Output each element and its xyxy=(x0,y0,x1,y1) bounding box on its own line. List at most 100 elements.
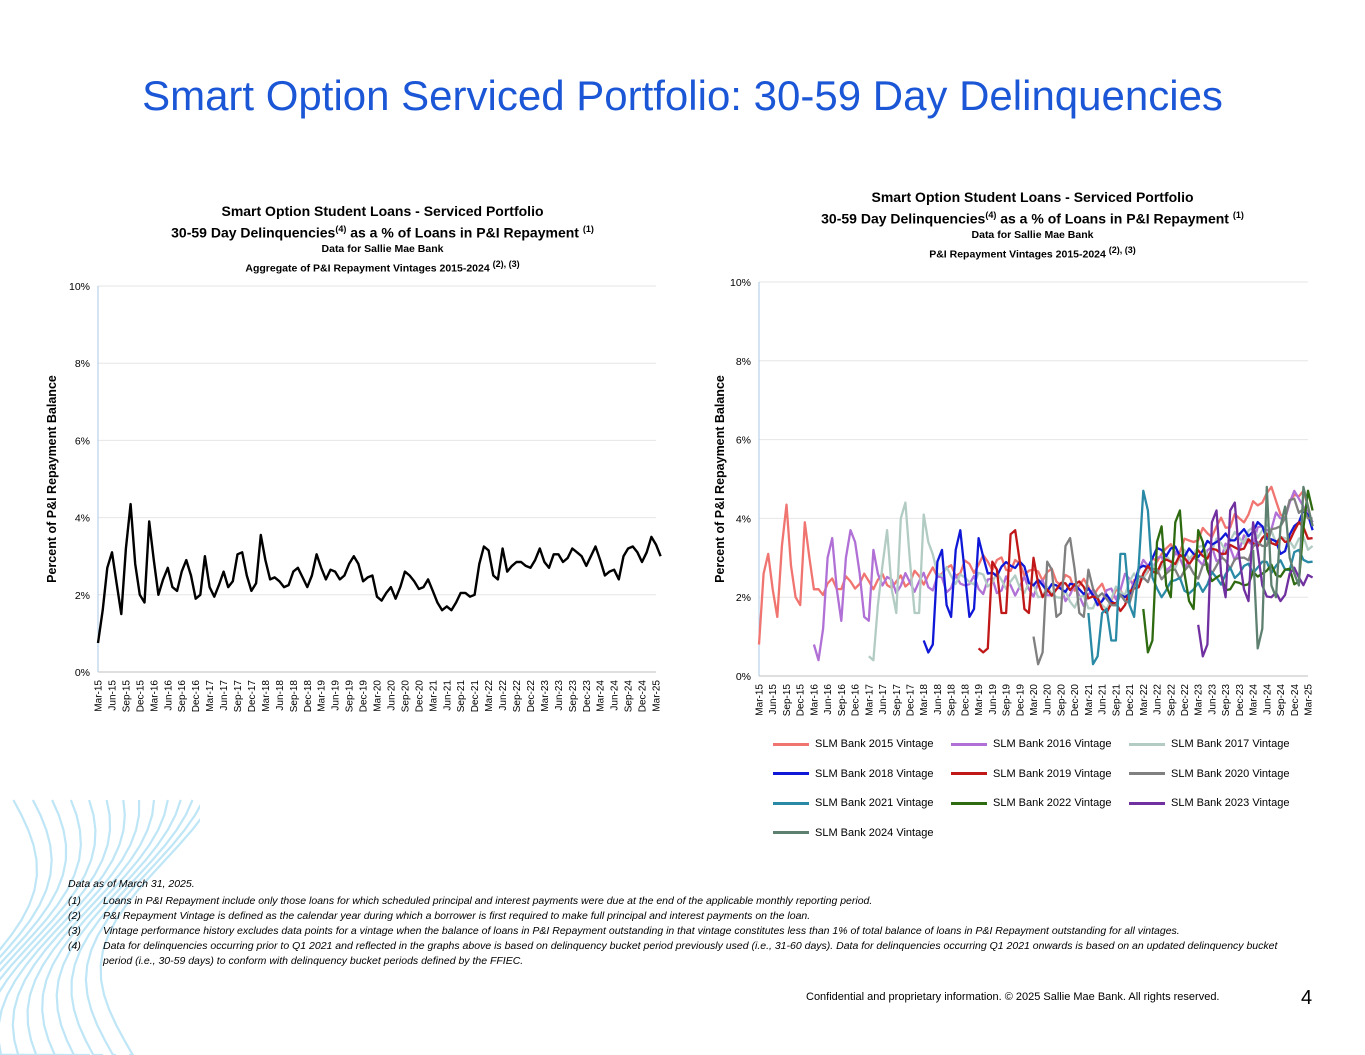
right-x-tick-label: Mar-25 xyxy=(1304,684,1315,716)
legend-item: SLM Bank 2020 Vintage xyxy=(1129,768,1289,780)
right-line-chart: 0%2%4%6%8%10%Mar-15 Jun-15 Sep-15 Dec-15 Mar… xyxy=(713,277,1315,717)
legend-label: SLM Bank 2024 Vintage xyxy=(815,826,934,839)
right-series-line-slm-bank-2021-vintage xyxy=(1087,489,1313,666)
legend-label: SLM Bank 2015 Vintage xyxy=(815,738,934,750)
left-chart-title-line1: Smart Option Student Loans - Serviced Po… xyxy=(221,203,544,219)
right-x-tick-label: Dec-16 xyxy=(851,684,862,717)
left-x-tick-label: Dec-15 xyxy=(135,680,146,713)
right-title-line2-mid: as a % of Loans in P&I Repayment xyxy=(996,210,1233,227)
left-line-chart: 0%2%4%6%8%10%Mar-15 Jun-15 Sep-15 Dec-15 Mar… xyxy=(45,281,663,713)
legend-label: SLM Bank 2021 Vintage xyxy=(815,797,934,809)
right-y-tick-label: 6% xyxy=(736,435,751,447)
legend-label: SLM Bank 2019 Vintage xyxy=(993,767,1112,780)
left-title-sup4: (4) xyxy=(335,224,347,234)
right-x-tick-label: Jun-22 xyxy=(1153,684,1164,715)
footnote-asof: Data as of March 31, 2025. xyxy=(68,878,195,890)
legend-item: SLM Bank 2019 Vintage xyxy=(951,768,1111,780)
left-y-tick-label: 6% xyxy=(75,435,90,447)
left-x-tick-label: Mar-25 xyxy=(652,680,663,712)
legend-label: SLM Bank 2020 Vintage xyxy=(1171,767,1290,780)
decorative-wave-line xyxy=(99,817,200,1055)
legend-swatch xyxy=(773,742,809,746)
left-x-tick-label: Mar-17 xyxy=(205,680,216,712)
right-x-tick-label: Dec-23 xyxy=(1235,684,1246,717)
left-x-tick-label: Mar-22 xyxy=(484,680,495,712)
right-x-tick-label: Sep-20 xyxy=(1056,684,1067,717)
left-y-tick-label: 0% xyxy=(75,667,90,679)
left-x-tick-label: Jun-16 xyxy=(163,680,174,711)
left-x-tick-label: Jun-19 xyxy=(331,680,342,711)
footnote-text: Loans in P&I Repayment include only thos… xyxy=(103,895,873,907)
legend-item: SLM Bank 2016 Vintage xyxy=(951,738,1111,750)
left-chart-title-line3: Data for Sallie Mae Bank xyxy=(321,242,444,255)
legend-swatch xyxy=(773,831,809,834)
right-title-line4-text: P&I Repayment Vintages 2015-2024 xyxy=(929,248,1109,261)
decorative-wave-line xyxy=(70,799,194,1055)
left-x-tick-label: Dec-16 xyxy=(191,680,202,713)
right-x-tick-label: Sep-19 xyxy=(1002,684,1013,717)
right-x-tick-label: Jun-21 xyxy=(1098,684,1109,715)
legend-item: SLM Bank 2015 Vintage xyxy=(773,738,933,750)
right-y-tick-label: 4% xyxy=(736,513,751,525)
left-x-tick-label: Jun-21 xyxy=(442,680,453,711)
legend-swatch xyxy=(773,772,809,775)
right-x-tick-label: Jun-20 xyxy=(1043,684,1054,715)
footnote-text: Data for delinquencies occurring prior t… xyxy=(103,940,1278,967)
right-series-line-slm-bank-2024-vintage xyxy=(1251,485,1314,650)
left-x-tick-label: Jun-23 xyxy=(554,680,565,711)
decorative-wave-line xyxy=(0,799,53,959)
legend-item: SLM Bank 2018 Vintage xyxy=(773,768,933,780)
right-x-tick-label: Mar-18 xyxy=(919,684,930,716)
left-x-tick-label: Dec-21 xyxy=(470,680,481,713)
decorative-wave-line xyxy=(55,799,182,1055)
right-chart-title-line4: P&I Repayment Vintages 2015-2024 (2), (3… xyxy=(730,243,1335,263)
right-x-tick-label: Jun-16 xyxy=(823,684,834,715)
left-x-tick-label: Sep-18 xyxy=(289,680,300,713)
right-title-sup4: (4) xyxy=(985,210,997,220)
right-x-tick-label: Dec-15 xyxy=(796,684,807,717)
right-x-tick-label: Jun-19 xyxy=(988,684,999,715)
left-x-tick-label: Mar-19 xyxy=(317,680,328,712)
left-y-tick-label: 4% xyxy=(75,513,90,525)
right-x-tick-label: Dec-18 xyxy=(960,684,971,717)
right-x-tick-label: Mar-17 xyxy=(864,684,875,716)
right-x-tick-label: Sep-24 xyxy=(1276,684,1287,717)
footnote-item: (3) Vintage performance history excludes … xyxy=(68,924,1308,939)
left-x-tick-label: Mar-18 xyxy=(261,680,272,712)
right-x-tick-label: Sep-17 xyxy=(892,684,903,717)
legend-swatch xyxy=(1129,772,1165,775)
right-x-tick-label: Sep-15 xyxy=(782,684,793,717)
left-x-tick-label: Dec-17 xyxy=(247,680,258,713)
right-x-tick-label: Dec-24 xyxy=(1290,684,1301,717)
decorative-wave-line xyxy=(0,799,83,973)
page-number: 4 xyxy=(1301,987,1313,1009)
left-title-sup1: (1) xyxy=(582,224,594,234)
right-chart-title-line2: 30-59 Day Delinquencies(4) as a % of Loa… xyxy=(730,206,1335,228)
legend-item: SLM Bank 2024 Vintage xyxy=(773,827,933,839)
left-x-tick-label: Sep-20 xyxy=(400,680,411,713)
left-x-tick-label: Mar-20 xyxy=(373,680,384,712)
footnotes: Data as of March 31, 2025. (1) Loans in P… xyxy=(68,877,1308,969)
legend-label: SLM Bank 2023 Vintage xyxy=(1171,797,1290,809)
left-x-tick-label: Sep-19 xyxy=(345,680,356,713)
decorative-wave-line xyxy=(0,799,97,1055)
left-series-line-aggregate xyxy=(96,502,662,644)
right-x-tick-label: Dec-17 xyxy=(905,684,916,717)
left-chart-title: Smart Option Student Loans - Serviced Po… xyxy=(80,202,685,276)
right-x-tick-label: Jun-24 xyxy=(1262,684,1273,715)
legend-label: SLM Bank 2017 Vintage xyxy=(1171,738,1290,750)
left-x-tick-label: Sep-16 xyxy=(177,680,188,713)
left-x-tick-label: Jun-15 xyxy=(107,680,118,711)
left-x-tick-label: Sep-23 xyxy=(568,680,579,713)
right-x-tick-label: Mar-21 xyxy=(1084,684,1095,716)
right-x-tick-label: Dec-22 xyxy=(1180,684,1191,717)
left-chart-title-line4: Aggregate of P&I Repayment Vintages 2015… xyxy=(80,257,685,277)
right-series-line-slm-bank-2022-vintage xyxy=(1142,489,1314,654)
right-x-tick-label: Mar-24 xyxy=(1249,684,1260,716)
right-chart-title-line1: Smart Option Student Loans - Serviced Po… xyxy=(871,189,1194,205)
right-title-sup23: (2), (3) xyxy=(1108,244,1136,255)
right-x-tick-label: Mar-19 xyxy=(974,684,985,716)
right-x-tick-label: Jun-15 xyxy=(768,684,779,715)
footnote-number: (4) xyxy=(68,940,81,952)
legend-swatch xyxy=(773,801,809,805)
